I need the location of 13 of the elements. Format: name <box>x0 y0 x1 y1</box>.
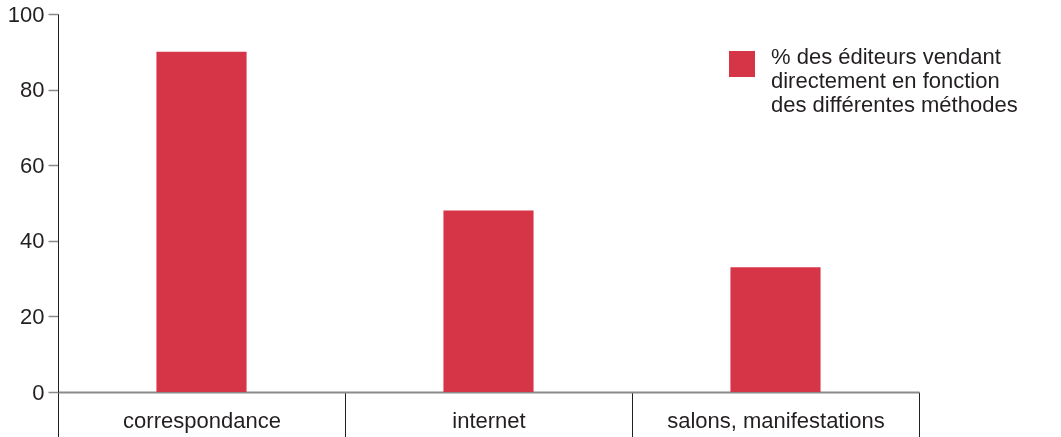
y-tick-label: 40 <box>20 228 45 254</box>
bar <box>443 210 534 392</box>
legend-label: % des éditeurs vendant directement en fonction des différentes méthodes <box>771 44 1018 117</box>
y-tick-label: 0 <box>32 379 45 405</box>
y-tick-label: 80 <box>20 77 45 103</box>
bar <box>730 267 821 392</box>
x-tick-label: internet <box>452 407 526 433</box>
y-tick-label: 20 <box>20 303 45 329</box>
x-tick-label: salons, manifestations <box>667 407 885 433</box>
y-tick-label: 60 <box>20 152 45 178</box>
x-tick-label: correspondance <box>123 407 281 433</box>
y-tick-label: 100 <box>7 1 45 27</box>
bar <box>156 51 247 392</box>
